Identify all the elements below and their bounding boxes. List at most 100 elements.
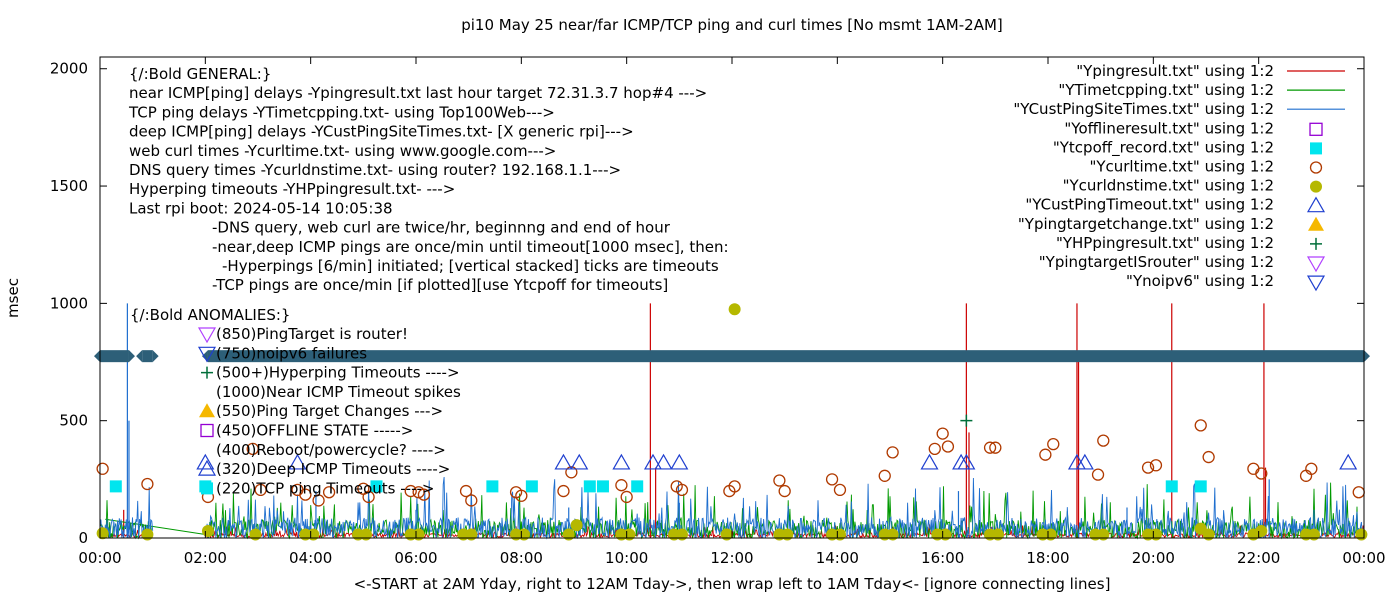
- legend-label: "YCustPingTimeout.txt" using 1:2: [1025, 196, 1274, 214]
- series-point: [486, 480, 499, 493]
- legend-label: "YCustPingSiteTimes.txt" using 1:2: [1013, 100, 1274, 118]
- series-point: [612, 453, 631, 470]
- legend-label: "Ynoipv6" using 1:2: [1126, 272, 1274, 290]
- series-point: [1255, 467, 1268, 480]
- anomaly-label: (750)noipv6 failures: [216, 344, 367, 362]
- series-line: [99, 476, 1365, 540]
- series-point: [141, 528, 154, 541]
- series-point: [675, 483, 689, 497]
- series-point: [254, 483, 267, 497]
- series-point: [1355, 528, 1368, 541]
- y-tick-label: 0: [78, 529, 88, 547]
- x-tick-label: 00:00: [78, 549, 121, 567]
- series-point: [643, 453, 663, 470]
- series-point: [554, 453, 573, 470]
- series-point: [359, 528, 372, 541]
- series-point: [109, 480, 122, 493]
- series-point: [941, 440, 955, 453]
- legend-marker: [1308, 216, 1324, 231]
- anomaly-label: (220)TCP ping Timeouts ---->: [216, 479, 434, 497]
- series-point: [288, 453, 307, 470]
- series-point: [989, 441, 1002, 454]
- series-point: [1305, 462, 1318, 475]
- x-tick-label: 18:00: [1026, 549, 1069, 567]
- series-point: [1202, 528, 1215, 541]
- anomaly-marker: [197, 459, 217, 476]
- series-point: [615, 479, 628, 492]
- legend-marker: [1309, 122, 1323, 136]
- y-tick-label: 2000: [50, 60, 88, 78]
- series-point: [1247, 462, 1260, 475]
- series-band-end: [152, 350, 159, 363]
- y-tick-label: 1000: [50, 294, 88, 312]
- series-point: [720, 528, 733, 541]
- y-tick-label: 1500: [50, 177, 88, 195]
- series-point: [1194, 480, 1207, 493]
- series-point: [825, 473, 839, 486]
- series-point: [833, 528, 846, 541]
- series-point: [1097, 528, 1110, 541]
- legend-label: "YTimetcpping.txt" using 1:2: [1058, 81, 1274, 99]
- y-axis-ticks: 0 500 1000 1500 2000: [50, 60, 1364, 547]
- legend-label: "Ytcpoff_record.txt" using 1:2: [1053, 138, 1274, 157]
- annotation-line: -near,deep ICMP pings are once/min until…: [212, 238, 729, 256]
- series-point: [957, 453, 976, 470]
- series-point: [1075, 453, 1094, 470]
- series-point: [773, 474, 786, 487]
- series-point: [1194, 419, 1207, 432]
- series-point: [196, 453, 215, 470]
- legend-marker: [1306, 275, 1326, 292]
- series-point: [596, 480, 609, 493]
- plot-frame: [99, 56, 1365, 539]
- series-point: [1044, 528, 1057, 541]
- annotation-line: web curl times -Ycurltime.txt- using www…: [129, 142, 556, 160]
- series-point: [1149, 528, 1162, 541]
- series-point: [620, 490, 633, 504]
- series-point: [654, 453, 673, 470]
- x-tick-label: 20:00: [1132, 549, 1175, 567]
- series-point: [201, 524, 214, 537]
- legend-marker: [1310, 142, 1322, 155]
- annotation-line: {/:Bold GENERAL:}: [129, 65, 271, 83]
- legend-label: "Ypingtargetchange.txt" using 1:2: [1018, 215, 1274, 233]
- series-7: [196, 453, 1358, 470]
- anomaly-marker: [197, 346, 217, 363]
- series-point: [562, 528, 575, 541]
- series-point: [362, 490, 375, 504]
- x-axis-ticks: 00:00 02:00 04:00 06:00 08:00 10:00 12:00 14:00…: [78, 57, 1386, 567]
- series-band: [207, 350, 1364, 363]
- x-tick-label: 10:00: [605, 549, 648, 567]
- series-9: [960, 414, 973, 427]
- series-band-end: [94, 350, 100, 363]
- series-point: [983, 441, 997, 454]
- series-point: [886, 528, 899, 541]
- series-point: [570, 519, 583, 532]
- annotation-line: TCP ping delays -YTimetcpping.txt- using…: [128, 103, 555, 121]
- series-point: [778, 484, 791, 498]
- y-axis-label: msec: [4, 278, 22, 318]
- anomalies-header: {/:Bold ANOMALIES:}: [130, 306, 290, 324]
- anomaly-label: (320)Deep ICMP Timeouts ---->: [216, 460, 450, 478]
- anomaly-label: (450)OFFLINE STATE ----->: [216, 422, 413, 440]
- x-tick-label: 00:00: [1342, 549, 1385, 567]
- series-point: [675, 528, 688, 541]
- legend-marker: [1306, 256, 1326, 273]
- annotation-line: near ICMP[ping] delays -Ypingresult.txt …: [129, 84, 707, 102]
- x-tick-label: 22:00: [1237, 549, 1280, 567]
- chart-title: pi10 May 25 near/far ICMP/TCP ping and c…: [461, 16, 1003, 34]
- anomaly-label: (1000)Near ICMP Timeout spikes: [216, 383, 461, 401]
- legend-label: "Ycurltime.txt" using 1:2: [1089, 158, 1274, 176]
- series-point: [670, 453, 689, 470]
- series-point: [249, 528, 262, 541]
- series-point: [920, 453, 939, 470]
- series-band-end: [1364, 350, 1370, 363]
- series-band: [100, 350, 129, 363]
- series-point: [583, 480, 596, 493]
- annotation-line: deep ICMP[ping] delays -YCustPingSiteTim…: [129, 123, 634, 141]
- annotation-line: -Hyperpings [6/min] initiated; [vertical…: [222, 257, 719, 275]
- series-5: [96, 419, 1365, 507]
- annotation-line: -DNS query, web curl are twice/hr, begin…: [212, 219, 671, 237]
- annotation-line: -TCP pings are once/min [if plotted][use…: [212, 276, 668, 294]
- series-point: [517, 528, 530, 541]
